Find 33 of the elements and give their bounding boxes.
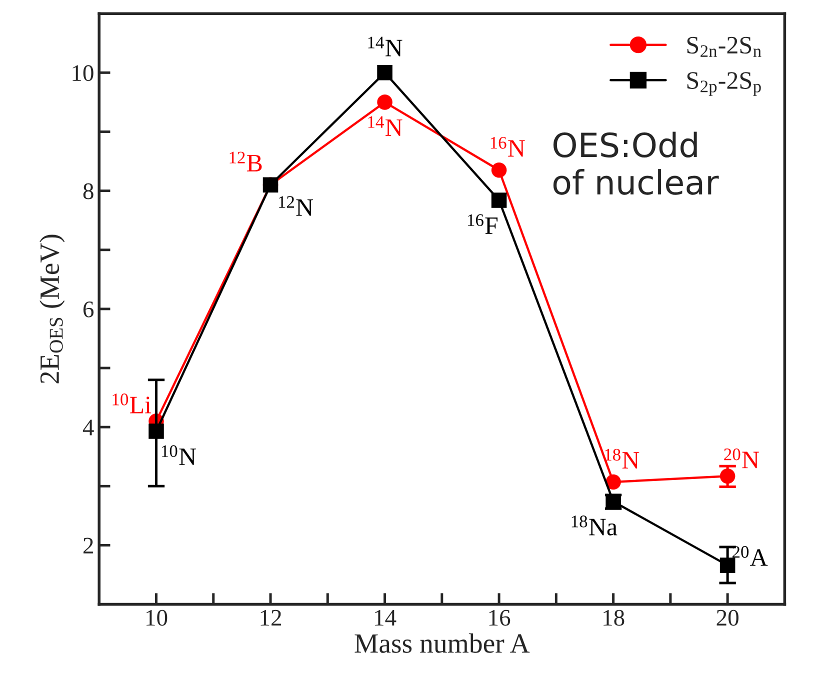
x-tick-label: 20 xyxy=(716,610,738,626)
x-tick-label: 12 xyxy=(260,610,282,626)
annotation: $^{18}$N xyxy=(605,448,640,469)
x-tick-label: 16 xyxy=(489,610,510,626)
annotation: $^{10}$Li xyxy=(112,394,152,414)
y-tick-label: 2 xyxy=(83,538,93,554)
annotation: $^{20}$A xyxy=(732,546,768,566)
point xyxy=(491,162,507,178)
annotation: $^{12}$N xyxy=(279,196,314,216)
x-tick-label: 14 xyxy=(375,610,396,626)
annotation: $^{16}$F xyxy=(468,214,498,234)
y-tick-label: 10 xyxy=(72,65,94,82)
point xyxy=(377,65,392,80)
x-axis-title: Mass number A xyxy=(354,633,530,653)
annotation: $^{14}$N xyxy=(368,36,402,56)
y-tick-label: 4 xyxy=(82,420,94,436)
annotation: $^{10}$N xyxy=(162,445,196,465)
annotation: $^{14}$N xyxy=(368,116,402,136)
x-tick-label: 18 xyxy=(604,610,624,626)
x-tick-label: 10 xyxy=(146,610,168,626)
point xyxy=(377,94,392,110)
point xyxy=(491,192,507,208)
y-axis-title: 2E$_{OES}$ (MeV) xyxy=(40,234,65,384)
annotation: OES:Odd of nuclear xyxy=(553,132,719,195)
legend-label: S$_{2p}$-2S$_{p}$ xyxy=(687,72,761,96)
annotation: $^{18}$Na xyxy=(572,516,618,536)
annotation: $^{20}$N xyxy=(724,448,759,468)
legend-label: S$_{2n}$-2S$_{n}$ xyxy=(687,36,762,57)
point xyxy=(606,474,621,490)
annotation: $^{12}$B xyxy=(230,152,262,172)
y-tick-label: 8 xyxy=(83,183,94,200)
y-tick-label: 6 xyxy=(83,302,94,318)
annotation: $^{16}$N xyxy=(490,136,525,157)
